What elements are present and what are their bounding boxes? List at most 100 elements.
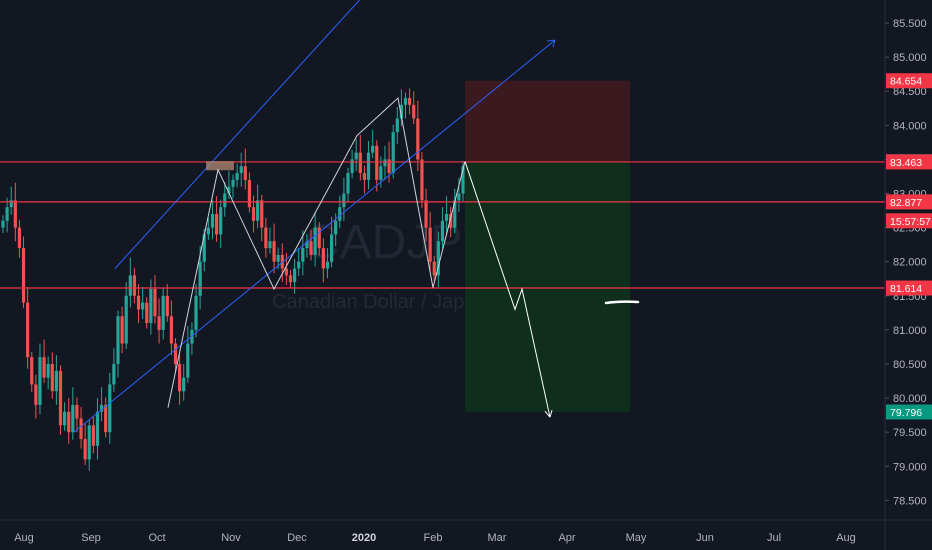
price-badge-label: 15:57:57: [890, 216, 931, 228]
candle-body: [67, 411, 71, 433]
candle-body: [301, 248, 305, 262]
x-tick-label: 2020: [352, 532, 376, 544]
x-tick-label: May: [626, 532, 647, 544]
x-tick-label: Dec: [287, 532, 307, 544]
candle-body: [325, 261, 330, 269]
candle-body: [358, 152, 362, 174]
candle-body: [58, 370, 63, 426]
candle-body: [247, 179, 252, 208]
candle-body: [264, 227, 268, 249]
candle-body: [169, 316, 173, 344]
x-tick-label: Nov: [221, 532, 241, 544]
candle-body: [161, 295, 165, 330]
candle-body: [313, 227, 317, 255]
candle-body: [350, 159, 354, 174]
candle-body: [75, 404, 79, 419]
candle-body: [272, 241, 276, 262]
candle-body: [219, 207, 223, 235]
candle-body: [34, 384, 38, 405]
candle-body: [1, 220, 5, 228]
candle-body: [379, 166, 383, 180]
candle-body: [223, 193, 227, 208]
candle-body: [136, 295, 141, 310]
candle-body: [317, 227, 321, 249]
x-tick-label: Jul: [767, 532, 781, 544]
candle-body: [149, 288, 153, 324]
candle-body: [21, 248, 26, 303]
candle-body: [108, 384, 112, 433]
x-tick-label: Aug: [14, 532, 34, 544]
candle-body: [403, 98, 408, 105]
channel-line: [73, 39, 556, 433]
candle-body: [321, 248, 325, 269]
y-tick-label: 78.500: [893, 495, 927, 507]
candle-body: [408, 98, 412, 105]
candle-body: [231, 179, 235, 187]
candle-body: [124, 295, 128, 344]
candle-body: [95, 411, 100, 446]
candle-body: [145, 302, 149, 324]
candle-body: [260, 200, 264, 228]
candle-body: [375, 145, 379, 180]
candle-body: [206, 227, 210, 235]
projection-path: [464, 161, 551, 418]
candle-body: [46, 363, 50, 378]
candle-body: [383, 159, 387, 167]
candle-body: [256, 200, 260, 221]
candle-body: [293, 268, 297, 283]
y-tick-label: 84.500: [893, 86, 927, 98]
candle-body: [342, 193, 346, 208]
candle-body: [284, 268, 288, 276]
price-badge-label: 84.654: [890, 76, 922, 88]
y-tick-label: 85.500: [893, 18, 927, 30]
candle-body: [288, 275, 293, 283]
candle-body: [362, 173, 367, 180]
candle-body: [173, 343, 178, 364]
zigzag-pattern: [167, 97, 466, 408]
candle-body: [194, 295, 198, 330]
candle-body: [387, 159, 391, 174]
candle-body: [457, 193, 461, 201]
candle-body: [91, 425, 95, 446]
candle-body: [50, 363, 54, 392]
annotation-stroke: [604, 300, 640, 305]
candle-body: [38, 357, 42, 405]
candle-body: [440, 220, 445, 242]
candle-body: [239, 166, 243, 174]
candle-body: [276, 254, 280, 262]
drawings-group[interactable]: [73, 0, 640, 433]
candle-body: [449, 213, 453, 228]
candle-body: [346, 173, 350, 194]
x-tick-label: Aug: [836, 532, 856, 544]
price-badge: [886, 213, 932, 229]
channel-arrowhead: [546, 39, 556, 48]
candle-body: [186, 343, 190, 378]
candle-body: [432, 261, 436, 276]
projection-arrowhead: [544, 410, 553, 418]
candle-body: [79, 418, 83, 439]
candle-body: [153, 288, 157, 317]
candle-body: [30, 357, 34, 385]
candle-body: [42, 357, 46, 378]
candle-body: [87, 425, 91, 460]
x-tick-label: Jun: [696, 532, 714, 544]
candle-body: [235, 173, 239, 180]
candle-body: [202, 234, 206, 262]
candle-body: [54, 370, 58, 392]
candle-body: [444, 213, 449, 221]
candle-body: [26, 302, 30, 358]
take-profit-zone: [465, 161, 630, 412]
price-badge-label: 81.614: [890, 283, 922, 295]
horizontal-levels[interactable]: [0, 161, 885, 289]
candle-body: [412, 104, 416, 119]
price-badge: [886, 154, 932, 170]
candle-body: [120, 316, 124, 344]
candle-body: [83, 438, 87, 460]
candle-body: [428, 227, 432, 262]
y-tick-label: 81.000: [893, 325, 927, 337]
candle-body: [112, 363, 116, 385]
risk-reward-zones[interactable]: [465, 80, 630, 412]
candle-body: [198, 261, 202, 296]
candle-body: [399, 104, 403, 119]
